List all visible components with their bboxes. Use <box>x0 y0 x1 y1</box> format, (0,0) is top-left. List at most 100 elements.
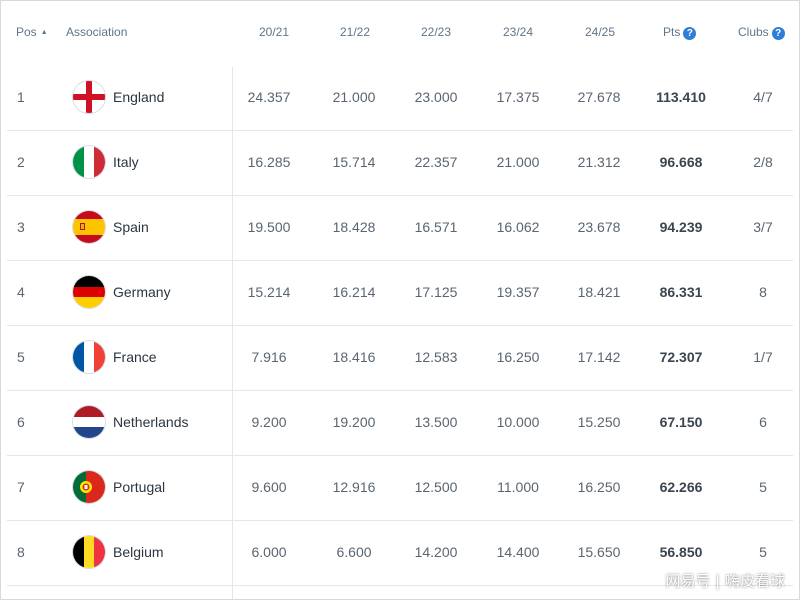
row-pos: 7 <box>17 479 25 495</box>
season-value: 6.600 <box>336 544 372 560</box>
table-row[interactable]: 1 England 24.357 21.000 23.000 17.375 27… <box>7 65 793 131</box>
association-name[interactable]: England <box>113 89 165 105</box>
season-value: 23.678 <box>577 219 621 235</box>
france-flag-icon <box>73 341 105 373</box>
netherlands-flag-icon <box>73 406 105 438</box>
row-pos: 4 <box>17 284 25 300</box>
clubs-help-icon[interactable]: ? <box>771 27 785 40</box>
header-season-3[interactable]: 22/23 <box>420 25 452 39</box>
points-value: 56.850 <box>659 544 703 560</box>
row-pos: 6 <box>17 414 25 430</box>
table-row[interactable]: 6 Netherlands 9.200 19.200 13.500 10.000… <box>7 390 793 456</box>
row-pos: 3 <box>17 219 25 235</box>
table-row[interactable]: 2 Italy 16.285 15.714 22.357 21.000 21.3… <box>7 130 793 196</box>
points-value: 72.307 <box>659 349 703 365</box>
header-season-1[interactable]: 20/21 <box>258 25 290 39</box>
season-value: 9.600 <box>251 479 287 495</box>
header-clubs[interactable]: Clubs? <box>738 25 785 40</box>
row-pos: 8 <box>17 544 25 560</box>
clubs-value: 2/8 <box>753 154 773 170</box>
season-value: 6.000 <box>251 544 287 560</box>
table-row[interactable]: 7 Portugal 9.600 12.916 12.500 11.000 16… <box>7 455 793 521</box>
header-season-4[interactable]: 23/24 <box>502 25 534 39</box>
points-value: 94.239 <box>659 219 703 235</box>
season-value: 14.200 <box>414 544 458 560</box>
row-pos: 1 <box>17 89 25 105</box>
pts-help-icon[interactable]: ? <box>683 27 697 40</box>
season-value: 16.250 <box>577 479 621 495</box>
season-value: 12.916 <box>332 479 376 495</box>
season-value: 18.416 <box>332 349 376 365</box>
season-value: 19.200 <box>332 414 376 430</box>
header-season-5[interactable]: 24/25 <box>584 25 616 39</box>
belgium-flag-icon <box>73 536 105 568</box>
association-name[interactable]: Italy <box>113 154 139 170</box>
season-value: 18.421 <box>577 284 621 300</box>
season-value: 21.000 <box>496 154 540 170</box>
association-name[interactable]: France <box>113 349 157 365</box>
table-header: Pos ▲ Association 20/21 21/22 22/23 23/24… <box>1 1 799 63</box>
points-value: 62.266 <box>659 479 703 495</box>
row-pos: 5 <box>17 349 25 365</box>
clubs-value: 3/7 <box>753 219 773 235</box>
season-value: 15.250 <box>577 414 621 430</box>
season-value: 27.678 <box>577 89 621 105</box>
season-value: 21.312 <box>577 154 621 170</box>
season-value: 16.571 <box>414 219 458 235</box>
season-value: 13.500 <box>414 414 458 430</box>
watermark: 网易号 | 嗨皮看球 <box>665 572 785 590</box>
association-name[interactable]: Belgium <box>113 544 164 560</box>
season-value: 9.200 <box>251 414 287 430</box>
season-value: 16.250 <box>496 349 540 365</box>
season-value: 11.000 <box>497 479 539 495</box>
season-value: 22.357 <box>414 154 458 170</box>
england-flag-icon <box>73 81 105 113</box>
germany-flag-icon <box>73 276 105 308</box>
sort-ascending-icon: ▲ <box>40 29 48 36</box>
season-value: 21.000 <box>332 89 376 105</box>
season-value: 17.125 <box>414 284 458 300</box>
clubs-value: 4/7 <box>753 89 773 105</box>
points-value: 113.410 <box>656 89 706 105</box>
row-pos: 2 <box>17 154 25 170</box>
season-value: 24.357 <box>247 89 291 105</box>
clubs-value: 5 <box>759 544 767 560</box>
points-value: 96.668 <box>659 154 703 170</box>
clubs-value: 8 <box>759 284 767 300</box>
portugal-flag-icon <box>73 471 105 503</box>
clubs-value: 1/7 <box>753 349 773 365</box>
season-value: 14.400 <box>496 544 540 560</box>
association-name[interactable]: Portugal <box>113 479 166 495</box>
season-value: 19.357 <box>496 284 540 300</box>
season-value: 15.714 <box>332 154 376 170</box>
clubs-value: 6 <box>759 414 767 430</box>
column-divider <box>232 67 233 599</box>
association-name[interactable]: Spain <box>113 219 149 235</box>
season-value: 16.214 <box>332 284 376 300</box>
header-season-2[interactable]: 21/22 <box>339 25 371 39</box>
association-name[interactable]: Netherlands <box>113 414 189 430</box>
points-value: 67.150 <box>659 414 703 430</box>
clubs-value: 5 <box>759 479 767 495</box>
association-name[interactable]: Germany <box>113 284 171 300</box>
season-value: 15.214 <box>247 284 291 300</box>
season-value: 12.500 <box>414 479 458 495</box>
season-value: 7.916 <box>251 349 287 365</box>
table-row[interactable]: 5 France 7.916 18.416 12.583 16.250 17.1… <box>7 325 793 391</box>
table-row[interactable]: 4 Germany 15.214 16.214 17.125 19.357 18… <box>7 260 793 326</box>
season-value: 17.375 <box>496 89 540 105</box>
table-row[interactable]: 8 Belgium 6.000 6.600 14.200 14.400 15.6… <box>7 520 793 586</box>
season-value: 10.000 <box>496 414 540 430</box>
season-value: 16.285 <box>247 154 291 170</box>
spain-flag-icon <box>73 211 105 243</box>
points-value: 86.331 <box>659 284 703 300</box>
header-association[interactable]: Association <box>66 25 128 39</box>
season-value: 15.650 <box>577 544 621 560</box>
italy-flag-icon <box>73 146 105 178</box>
season-value: 16.062 <box>496 219 540 235</box>
header-pos[interactable]: Pos ▲ <box>16 25 48 39</box>
table-row[interactable]: 3 Spain 19.500 18.428 16.571 16.062 23.6… <box>7 195 793 261</box>
season-value: 12.583 <box>414 349 458 365</box>
header-pts[interactable]: Pts? <box>663 25 697 40</box>
